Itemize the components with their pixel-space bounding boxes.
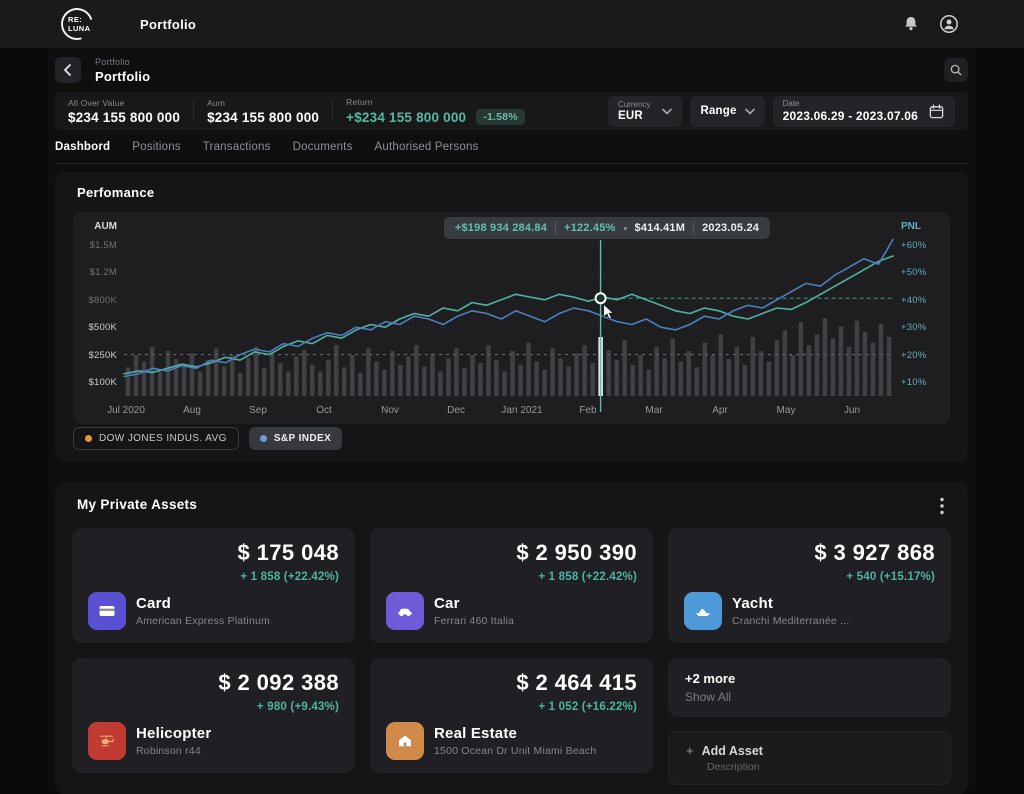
- performance-panel: Perfomance AUM PNL $1.5M $1.2M $800K $500K $…: [55, 172, 968, 462]
- show-all-card[interactable]: +2 more Show All: [668, 658, 951, 717]
- right-axis-ticks: +60% +50% +40% +30% +20% +10%: [901, 212, 949, 424]
- left-axis-ticks: $1.5M $1.2M $800K $500K $250K $100K: [73, 212, 123, 424]
- x-axis-tick: Mar: [645, 405, 663, 416]
- kebab-menu-icon[interactable]: [938, 495, 946, 517]
- page-title: Portfolio: [95, 68, 151, 84]
- asset-card-card[interactable]: $ 175 048 + 1 858 (+22.42%) Card America…: [72, 528, 355, 643]
- asset-card-car[interactable]: $ 2 950 390 + 1 858 (+22.42%) Car Ferrar…: [370, 528, 653, 643]
- return-badge: -1.58%: [476, 109, 525, 125]
- profile-avatar-icon[interactable]: [938, 13, 960, 35]
- real-estate-icon: [386, 722, 424, 760]
- pnl-axis-tick: +30%: [901, 322, 927, 334]
- breadcrumb: Portfolio Portfolio: [55, 50, 968, 90]
- right-axis-label: PNL: [901, 221, 921, 232]
- search-button[interactable]: [944, 58, 968, 82]
- private-assets-panel: My Private Assets $ 175 048 + 1 858 (+22…: [55, 482, 968, 794]
- add-asset-label: Add Asset: [701, 743, 763, 758]
- card-icon: [88, 592, 126, 630]
- chart-legend: DOW JONES INDUS. AVG S&P INDEX: [73, 427, 343, 450]
- add-asset-description: Description: [707, 761, 760, 773]
- date-range-picker[interactable]: Date 2023.06.29 - 2023.07.06: [772, 95, 955, 127]
- more-count: +2 more: [685, 671, 736, 686]
- bell-icon[interactable]: [900, 13, 922, 35]
- cursor-icon: [603, 303, 615, 320]
- performance-title: Perfomance: [77, 185, 155, 200]
- x-axis-tick: Feb: [579, 405, 597, 416]
- portfolio-stats-bar: All Over Value $234 155 800 000 Aum $234…: [55, 92, 968, 130]
- return-value: +$234 155 800 000: [346, 109, 467, 125]
- private-assets-title: My Private Assets: [77, 497, 198, 512]
- performance-chart: AUM PNL $1.5M $1.2M $800K $500K $250K $100K +…: [73, 212, 950, 424]
- back-button[interactable]: [55, 57, 81, 83]
- yacht-icon: [684, 592, 722, 630]
- x-axis-tick: Dec: [447, 405, 465, 416]
- pnl-axis-tick: +20%: [901, 349, 927, 361]
- tab-transactions[interactable]: Transactions: [202, 141, 271, 153]
- x-axis-tick: Nov: [381, 405, 399, 416]
- calendar-icon: [928, 103, 945, 120]
- x-axis-ticks: Jul 2020 Aug Sep Oct Nov Dec Jan 2021 Feb Mar Apr…: [73, 212, 950, 424]
- tab-bar: Dashbord Positions Transactions Document…: [55, 141, 968, 164]
- x-axis-tick: Oct: [316, 405, 332, 416]
- asset-card-yacht[interactable]: $ 3 927 868 + 540 (+15.17%) Yacht Cranch…: [668, 528, 951, 643]
- chevron-down-icon: [744, 108, 755, 115]
- chart-tooltip: +$198 934 284.84 +122.45% $414.41M 2023.…: [443, 217, 771, 239]
- tooltip-percent: +122.45%: [564, 222, 616, 234]
- reluna-logo[interactable]: RE: LUNA: [55, 2, 99, 46]
- legend-sp-dot: [259, 435, 267, 442]
- x-axis-tick: Aug: [183, 405, 201, 416]
- y-axis-tick: $800K: [88, 294, 117, 306]
- x-axis-tick: Jun: [843, 405, 861, 416]
- x-axis-tick: Sep: [249, 405, 267, 416]
- tab-documents[interactable]: Documents: [292, 141, 353, 153]
- tab-authorised-persons[interactable]: Authorised Persons: [374, 141, 479, 153]
- chevron-down-icon: [662, 108, 673, 115]
- pnl-axis-tick: +10%: [901, 377, 927, 388]
- asset-card-helicopter[interactable]: $ 2 092 388 + 980 (+9.43%) Helicopter Ro…: [72, 658, 355, 773]
- helicopter-icon: [88, 722, 126, 760]
- divider: [193, 100, 195, 122]
- currency-dropdown[interactable]: Currency EUR: [608, 95, 683, 127]
- stat-return: Return +$234 155 800 000 -1.58%: [346, 97, 525, 125]
- breadcrumb-parent[interactable]: Portfolio: [95, 56, 130, 67]
- left-axis-label: AUM: [94, 221, 117, 232]
- car-icon: [386, 592, 424, 630]
- x-axis-tick: May: [776, 405, 796, 416]
- chart-canvas[interactable]: [73, 212, 950, 424]
- stat-all-over-value: All Over Value $234 155 800 000: [68, 97, 181, 125]
- divider: [332, 100, 334, 122]
- x-axis-tick: Apr: [712, 405, 728, 416]
- y-axis-tick: $1.5M: [89, 240, 117, 251]
- show-all-link[interactable]: Show All: [685, 690, 732, 704]
- y-axis-tick: $250K: [88, 349, 117, 361]
- tab-positions[interactable]: Positions: [132, 141, 181, 153]
- stat-aum: Aum $234 155 800 000: [207, 97, 320, 125]
- x-axis-tick: Jan 2021: [501, 405, 543, 416]
- x-axis-tick: Jul 2020: [107, 405, 145, 416]
- pnl-axis-tick: +60%: [901, 240, 927, 251]
- plus-icon: +: [686, 743, 694, 758]
- tab-dashboard[interactable]: Dashbord: [55, 141, 111, 153]
- legend-dow-jones[interactable]: DOW JONES INDUS. AVG: [73, 427, 239, 450]
- tooltip-amount: +$198 934 284.84: [454, 222, 548, 234]
- top-bar: RE: LUNA Portfolio: [0, 0, 1024, 48]
- y-axis-tick: $500K: [88, 322, 117, 334]
- tooltip-aum: $414.41M: [634, 222, 686, 234]
- pnl-axis-tick: +40%: [901, 294, 927, 306]
- add-asset-button[interactable]: + Add Asset Description: [668, 731, 951, 785]
- asset-card-real-estate[interactable]: $ 2 464 415 + 1 052 (+16.22%) Real Estat…: [370, 658, 653, 773]
- legend-dow-dot: [85, 435, 92, 442]
- app-title: Portfolio: [140, 16, 197, 32]
- y-axis-tick: $100K: [88, 377, 117, 388]
- legend-sp-index[interactable]: S&P INDEX: [248, 427, 343, 450]
- assets-extra-column: +2 more Show All + Add Asset Description: [668, 658, 951, 785]
- logo-text: RE: LUNA: [68, 15, 91, 34]
- tooltip-date: 2023.05.24: [702, 222, 760, 234]
- y-axis-tick: $1.2M: [89, 267, 117, 279]
- range-dropdown[interactable]: Range: [690, 95, 765, 127]
- assets-grid: $ 175 048 + 1 858 (+22.42%) Card America…: [72, 528, 951, 785]
- pnl-axis-tick: +50%: [901, 267, 927, 279]
